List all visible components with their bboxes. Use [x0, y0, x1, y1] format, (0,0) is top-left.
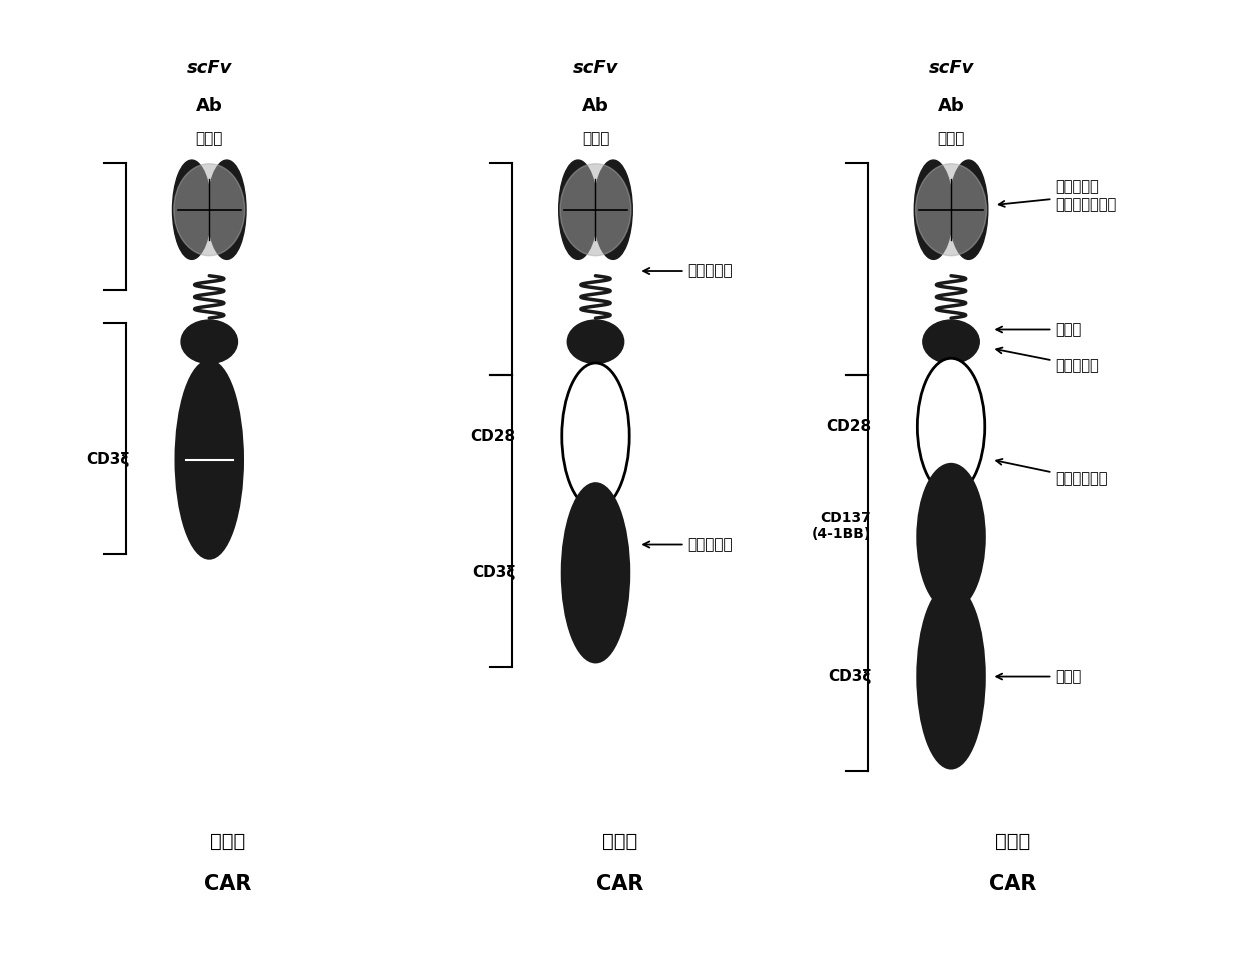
Text: 抗体来源的
抗原结合结构域: 抗体来源的 抗原结合结构域 — [998, 179, 1116, 211]
Ellipse shape — [174, 164, 244, 256]
Circle shape — [567, 320, 624, 364]
Text: 铰链区: 铰链区 — [996, 322, 1081, 337]
Text: CD3ξ: CD3ξ — [87, 452, 129, 467]
Ellipse shape — [562, 363, 629, 509]
Ellipse shape — [918, 464, 985, 610]
Text: Ab: Ab — [196, 97, 223, 115]
Text: CD137
(4-1BB): CD137 (4-1BB) — [812, 510, 872, 541]
Text: scFv: scFv — [929, 59, 973, 78]
Ellipse shape — [562, 483, 629, 662]
Ellipse shape — [918, 358, 985, 495]
Text: 连接肽: 连接肽 — [937, 131, 965, 146]
Text: 胞内结构域: 胞内结构域 — [644, 537, 733, 552]
Text: CD28: CD28 — [826, 419, 872, 434]
Ellipse shape — [207, 160, 246, 259]
Text: 连接肽: 连接肽 — [196, 131, 223, 146]
Text: 激活域: 激活域 — [996, 669, 1081, 684]
Text: 第二代: 第二代 — [603, 832, 637, 851]
Text: 共刺激结构域: 共刺激结构域 — [996, 459, 1107, 486]
Text: scFv: scFv — [573, 59, 619, 78]
Ellipse shape — [560, 164, 631, 256]
Text: Ab: Ab — [582, 97, 609, 115]
Ellipse shape — [172, 160, 211, 259]
Ellipse shape — [594, 160, 632, 259]
Ellipse shape — [914, 160, 952, 259]
Ellipse shape — [918, 585, 985, 768]
Text: 第一代: 第一代 — [210, 832, 246, 851]
Ellipse shape — [176, 361, 243, 559]
Text: CD28: CD28 — [471, 429, 516, 443]
Ellipse shape — [559, 160, 598, 259]
Text: 第三代: 第三代 — [994, 832, 1030, 851]
Text: 跨膜结构域: 跨膜结构域 — [996, 347, 1099, 373]
Text: CAR: CAR — [988, 874, 1037, 894]
Text: CD3ξ: CD3ξ — [828, 669, 872, 684]
Ellipse shape — [915, 164, 987, 256]
Circle shape — [181, 320, 237, 364]
Ellipse shape — [950, 160, 988, 259]
Text: 连接肽: 连接肽 — [582, 131, 609, 146]
Circle shape — [923, 320, 980, 364]
Text: CAR: CAR — [203, 874, 252, 894]
Text: 胞外结构域: 胞外结构域 — [644, 263, 733, 278]
Text: Ab: Ab — [937, 97, 965, 115]
Text: CD3ξ: CD3ξ — [472, 566, 516, 580]
Text: CAR: CAR — [596, 874, 644, 894]
Text: scFv: scFv — [186, 59, 232, 78]
